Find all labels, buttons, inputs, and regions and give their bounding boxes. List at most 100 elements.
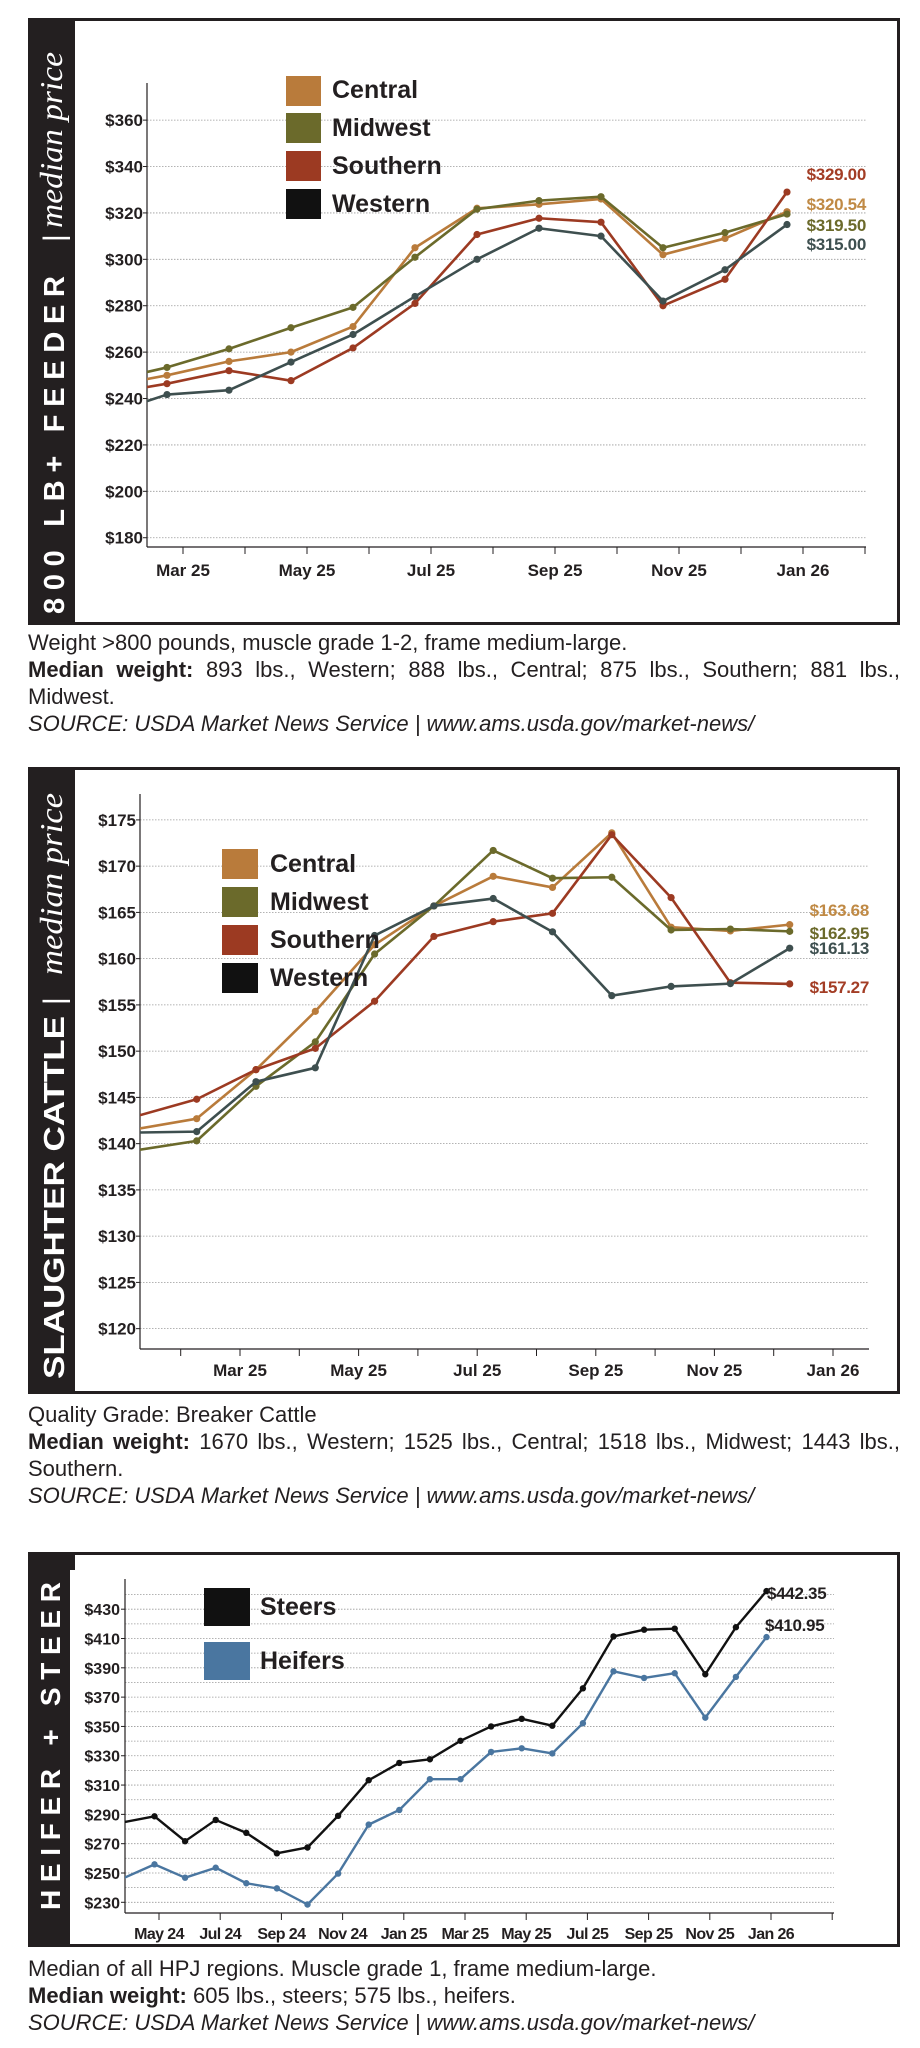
gridlines: [140, 819, 869, 1330]
legend-swatch: [222, 925, 258, 955]
series-heifers-point: [763, 1633, 770, 1641]
legend-swatch: [286, 113, 321, 143]
series-central-point: [287, 348, 295, 356]
y-tick-label: $155: [98, 996, 136, 1015]
series-steers-point: [518, 1715, 525, 1723]
series-southern-point: [473, 230, 481, 239]
series-midwest-line: [140, 849, 790, 1152]
series-heifers-point: [671, 1670, 678, 1677]
median-weight-label: Median weight:: [28, 657, 194, 682]
series-southern-point: [721, 275, 729, 283]
series-heifers-point: [579, 1720, 587, 1727]
series-steers-point: [549, 1722, 556, 1729]
x-tick-label: Nov 25: [651, 561, 707, 580]
feeder-price-chart: $180 $200 $220 $240 $260 $280 $300 $320 $340 $360…: [105, 83, 867, 580]
y-tick-label: $320: [105, 204, 143, 223]
series-heifers-point: [396, 1806, 403, 1814]
y-tick-label: $410: [84, 1632, 120, 1649]
series-southern-point: [608, 831, 616, 839]
series-central-point: [411, 244, 419, 252]
series-steers-line: [125, 1590, 768, 1855]
series-western-point: [473, 255, 481, 263]
legend-swatch: [204, 1642, 250, 1680]
series-southern-point: [252, 1066, 260, 1074]
gridlines: [147, 119, 866, 539]
series-midwest-point: [225, 345, 233, 353]
series-steers-point: [212, 1816, 219, 1824]
y-tick-label: $360: [105, 111, 143, 130]
x-tick-label: Jul 25: [407, 561, 455, 580]
series-midwest-point: [287, 324, 295, 332]
y-tick-label: $150: [98, 1042, 136, 1061]
y-tick-label: $135: [98, 1181, 136, 1200]
series-central-point: [489, 872, 497, 880]
series-central-point: [163, 371, 171, 379]
series-southern-point: [535, 214, 543, 222]
series-central-point: [786, 921, 794, 929]
slaughter-cattle-price-chart: $120 $125 $130 $135 $140 $145 $150 $155 $160 $165…: [98, 794, 869, 1380]
legend-label: Central: [270, 849, 357, 878]
legend-label: Steers: [260, 1593, 337, 1621]
series-heifers-point: [518, 1745, 525, 1752]
series-steers-point: [304, 1844, 311, 1851]
legend-label: Midwest: [332, 113, 431, 142]
series-western-end-label: $315.00: [807, 235, 866, 254]
x-tick-label: Jul 24: [199, 1926, 241, 1943]
series-heifers-point: [640, 1674, 648, 1682]
series-midwest-point: [597, 193, 605, 201]
series-central-point: [371, 941, 379, 949]
series-steers-point: [243, 1829, 250, 1837]
series-steers-point: [457, 1737, 464, 1744]
x-tick-label: May 25: [279, 561, 336, 580]
series-southern-end-label: $329.00: [807, 165, 866, 184]
series-southern-point: [311, 1044, 319, 1052]
series-central-point: [225, 357, 233, 365]
series-group: [125, 1587, 770, 1908]
series-southern-point: [193, 1095, 201, 1103]
legend-item-central: Central: [222, 845, 380, 883]
x-tick-label: Jan 26: [807, 1361, 860, 1380]
caption-median-weight: Median weight: 605 lbs., steers; 575 lbs…: [28, 1982, 900, 2009]
side-title-text: SLAUGHTER CATTLE: [39, 1016, 71, 1379]
heifer-steer-chart-panel: [28, 1552, 900, 1947]
x-tick-label: Sep 24: [257, 1926, 306, 1943]
x-tick-label: Mar 25: [441, 1926, 489, 1943]
caption-source: SOURCE: USDA Market News Service | www.a…: [28, 2010, 755, 2035]
series-western-point: [287, 358, 295, 366]
series-heifers-point: [334, 1870, 342, 1877]
series-western-line: [140, 897, 791, 1134]
side-divider: |: [38, 234, 71, 242]
series-western-point: [411, 292, 419, 301]
series-central-end-label: $163.68: [810, 901, 869, 920]
series-midwest-end-label: $162.95: [810, 924, 869, 943]
legend-item-midwest: Midwest: [222, 883, 380, 921]
series-southern-end-label: $157.27: [810, 978, 869, 997]
series-central-line: [140, 831, 790, 1130]
legend-swatch: [286, 151, 321, 181]
y-tick-label: $390: [84, 1661, 120, 1678]
series-steers-end-label: $442.35: [767, 1584, 826, 1603]
series-steers-point: [426, 1756, 434, 1763]
series-central-end-label: $320.54: [807, 195, 867, 214]
feeder-caption: Weight >800 pounds, muscle grade 1-2, fr…: [28, 629, 900, 737]
series-midwest-point: [786, 927, 794, 935]
legend-item-central: Central: [286, 72, 442, 109]
series-western-point: [667, 982, 675, 991]
series-southern-point: [548, 909, 557, 917]
legend-item-steers: Steers: [204, 1588, 345, 1642]
series-western-point: [349, 330, 357, 339]
series-heifers-line: [125, 1636, 768, 1906]
caption-median-weight: Median weight: 1670 lbs., Western; 1525 …: [28, 1428, 900, 1482]
legend-swatch: [222, 849, 258, 879]
y-tick-label: $290: [84, 1807, 120, 1824]
legend-swatch: [286, 75, 321, 106]
legend-label: Heifers: [260, 1647, 345, 1675]
series-western-point: [430, 902, 438, 910]
series-midwest-point: [659, 244, 667, 252]
series-western-point: [721, 266, 729, 274]
series-western-point: [783, 220, 791, 229]
series-southern-point: [349, 344, 357, 352]
series-heifers-point: [610, 1668, 617, 1675]
side-title-text: HEIFER + STEER: [35, 1582, 66, 1910]
series-midwest-point: [783, 210, 791, 218]
